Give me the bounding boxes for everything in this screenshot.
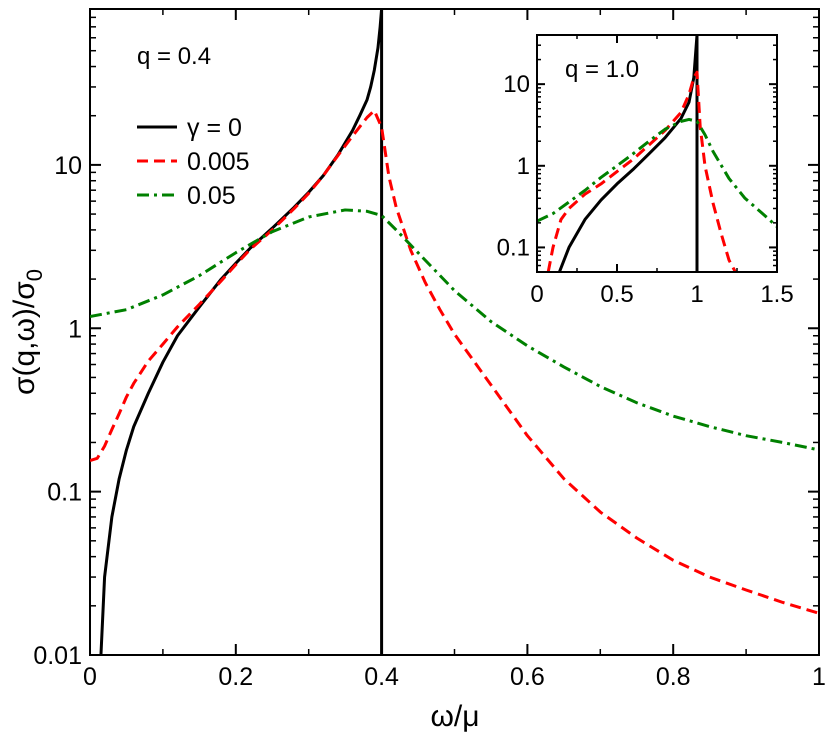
inset-y-tick-label: 1 <box>517 153 530 180</box>
main-series-line-1 <box>90 109 819 615</box>
inset-series-line-1 <box>546 70 737 272</box>
main-y-axis-title-main: σ(q,ω)/σ <box>8 281 41 395</box>
inset-annotation: q = 1.0 <box>565 56 639 83</box>
main-annotation: q = 0.4 <box>137 43 211 70</box>
main-x-tick-label: 0.2 <box>218 663 253 691</box>
main-x-tick-label: 0.8 <box>656 663 691 691</box>
main-x-tick-label: 0.6 <box>510 663 545 691</box>
inset-x-tick-label: 1 <box>690 281 703 308</box>
main-series-line-2 <box>90 208 819 452</box>
main-x-tick-label: 0 <box>83 663 97 691</box>
legend-label-0-005: 0.005 <box>187 148 250 176</box>
main-y-tick-label: 1 <box>68 315 82 343</box>
main-y-tick-label: 0.01 <box>33 642 82 670</box>
main-series-line-0 <box>99 9 384 655</box>
main-series-group <box>90 9 819 655</box>
legend-label-gamma-0: γ = 0 <box>187 114 242 142</box>
main-x-tick-label: 0.4 <box>364 663 399 691</box>
legend-label-0-05: 0.05 <box>187 182 236 210</box>
inset-series-line-0 <box>558 35 699 272</box>
legend: γ = 0 0.005 0.05 <box>137 114 250 210</box>
inset-y-tick-label: 0.1 <box>497 234 530 261</box>
inset-series-line-2 <box>537 117 777 228</box>
main-y-axis-title: σ(q,ω)/σ0 <box>8 269 47 395</box>
main-y-tick-label: 0.1 <box>47 479 82 507</box>
main-y-axis-title-subscript: 0 <box>22 269 47 281</box>
main-y-tick-label: 10 <box>54 152 82 180</box>
inset-y-tick-label: 10 <box>503 71 530 98</box>
inset-axis-ticks: 0 0.5 1 1.5 0.1 1 10 <box>497 35 794 308</box>
main-x-tick-label: 1 <box>812 663 826 691</box>
main-x-axis-title: ω/μ <box>430 700 479 733</box>
inset-series-group <box>537 35 777 272</box>
inset-x-tick-label: 0.5 <box>600 281 633 308</box>
inset-x-tick-label: 1.5 <box>760 281 793 308</box>
inset-x-tick-label: 0 <box>530 281 543 308</box>
